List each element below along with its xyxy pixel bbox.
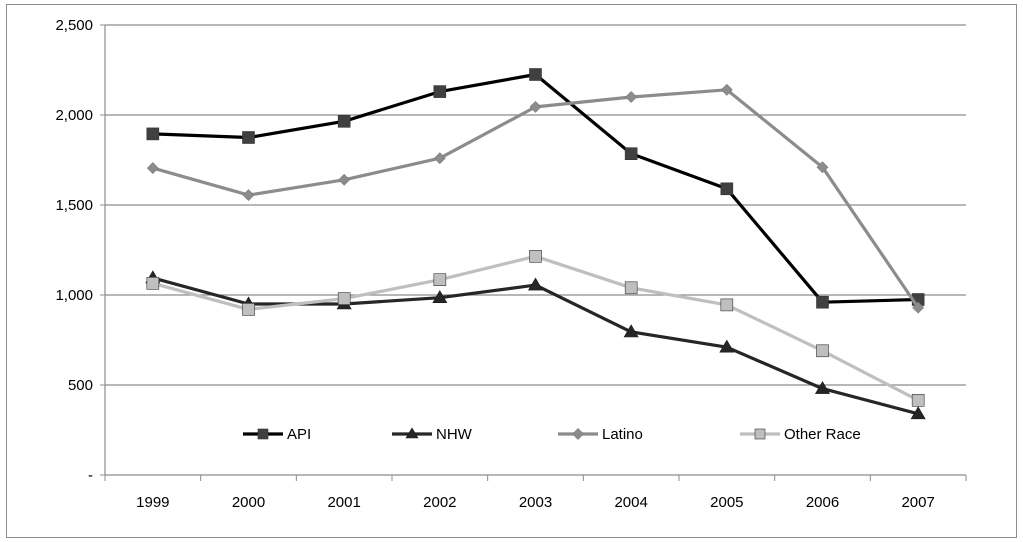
series-other-race — [146, 250, 925, 407]
x-tick-label: 2003 — [519, 494, 552, 511]
y-tick-label: 1,000 — [55, 287, 93, 304]
data-point — [816, 344, 829, 358]
legend-item: Latino — [558, 426, 643, 443]
data-point — [719, 339, 735, 353]
x-tick-label: 2005 — [710, 494, 743, 511]
y-tick-label: 2,500 — [55, 17, 93, 34]
data-point — [242, 131, 255, 144]
legend-item: API — [243, 426, 311, 443]
data-point — [257, 428, 269, 440]
data-point — [337, 292, 351, 305]
data-point — [433, 85, 447, 98]
y-tick-label: 500 — [68, 377, 93, 394]
data-point — [754, 428, 766, 440]
data-point — [720, 182, 734, 196]
y-tick-label: - — [88, 467, 93, 484]
legend-label: NHW — [436, 426, 473, 443]
data-point — [337, 115, 351, 128]
series-latino — [146, 83, 925, 314]
data-point — [146, 162, 159, 175]
x-tick-label: 2002 — [423, 494, 456, 511]
data-point — [816, 161, 829, 174]
data-point — [432, 290, 448, 304]
data-point — [572, 428, 584, 440]
data-point — [910, 406, 926, 420]
data-point — [338, 173, 351, 186]
data-point — [433, 152, 446, 165]
data-point — [529, 100, 542, 113]
series-api — [146, 68, 925, 309]
data-point — [242, 303, 255, 316]
data-point — [720, 298, 734, 312]
x-tick-label: 2000 — [232, 494, 265, 511]
data-point — [816, 295, 829, 309]
series-line — [152, 276, 919, 416]
x-tick-label: 2004 — [614, 494, 647, 511]
data-point — [814, 381, 831, 394]
legend-item: NHW — [392, 426, 473, 443]
legend-label: Latino — [602, 426, 643, 443]
series-line — [152, 88, 920, 309]
legend-label: API — [287, 426, 311, 443]
data-point — [146, 127, 160, 141]
data-point — [527, 277, 544, 291]
x-tick-label: 2007 — [901, 494, 934, 511]
data-point — [623, 324, 639, 338]
data-point — [624, 281, 638, 295]
series-group — [145, 68, 926, 420]
data-point — [911, 393, 925, 407]
legend-label: Other Race — [784, 426, 861, 443]
x-tick-label: 2006 — [806, 494, 839, 511]
x-tick-label: 1999 — [136, 494, 169, 511]
y-tick-label: 2,000 — [55, 107, 93, 124]
data-point — [529, 250, 542, 263]
x-tick-label: 2001 — [327, 494, 360, 511]
legend: API NHW Latino Other Race — [243, 426, 861, 443]
axes: - 500 1,000 1,500 2,000 2,500 1999 2000 2001 2002… — [55, 17, 967, 511]
data-point — [405, 427, 419, 439]
data-point — [912, 301, 925, 314]
data-point — [624, 147, 638, 160]
data-point — [625, 91, 638, 103]
data-point — [720, 83, 733, 96]
data-point — [529, 68, 542, 81]
data-point — [433, 273, 447, 287]
data-point — [146, 276, 160, 290]
chart-frame — [6, 4, 1017, 538]
y-tick-label: 1,500 — [55, 197, 93, 214]
legend-item: Other Race — [740, 426, 861, 443]
data-point — [242, 189, 255, 202]
